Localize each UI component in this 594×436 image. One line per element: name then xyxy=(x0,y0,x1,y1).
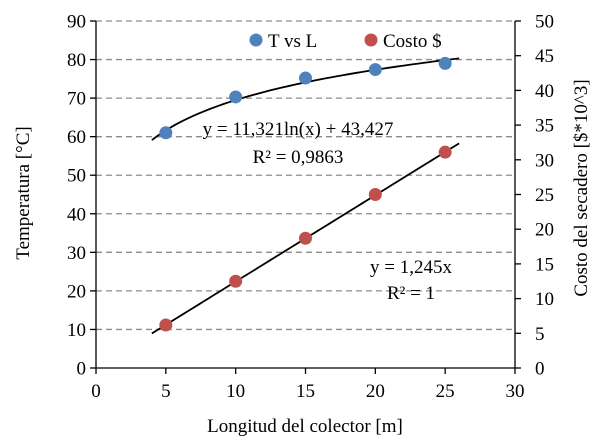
right-y-tick-label: 40 xyxy=(535,81,554,102)
legend-marker-temperature xyxy=(249,33,263,47)
x-tick-label: 15 xyxy=(296,381,315,402)
left-y-tick-label: 50 xyxy=(67,166,86,187)
right-y-tick-label: 15 xyxy=(535,254,554,275)
temperature-data-point xyxy=(368,63,382,77)
x-tick-label: 25 xyxy=(436,381,455,402)
legend: T vs L Costo $ xyxy=(249,31,442,52)
left-y-tick-label: 60 xyxy=(67,127,86,148)
legend-label-temperature: T vs L xyxy=(268,31,317,52)
costo-data-point xyxy=(229,274,243,288)
right-y-tick-label: 5 xyxy=(535,324,545,345)
log-trendline-r2: R² = 0,9863 xyxy=(253,147,344,168)
data-points xyxy=(159,56,452,332)
x-tick-label: 10 xyxy=(226,381,245,402)
x-tick-label: 0 xyxy=(91,381,101,402)
x-tick-label: 5 xyxy=(161,381,171,402)
linear-trendline-r2: R² = 1 xyxy=(387,283,435,304)
costo-data-point xyxy=(438,145,452,159)
left-y-tick-label: 90 xyxy=(67,12,86,33)
left-y-tick-label: 20 xyxy=(67,281,86,302)
left-y-tick-label: 80 xyxy=(67,50,86,71)
costo-data-point xyxy=(159,318,173,332)
costo-data-point xyxy=(368,188,382,201)
temperature-data-point xyxy=(229,90,243,104)
grid-lines xyxy=(96,20,515,331)
right-y-tick-label: 10 xyxy=(535,289,554,310)
linear-trendline-equation: y = 1,245x xyxy=(370,257,452,278)
left-y-axis-title: Temperatura [°C] xyxy=(13,126,34,259)
x-tick-label: 30 xyxy=(506,381,525,402)
temperature-data-point xyxy=(299,71,312,85)
left-y-tick-label: 10 xyxy=(67,320,86,341)
right-y-tick-label: 0 xyxy=(535,359,545,380)
legend-marker-costo xyxy=(364,33,378,47)
right-y-tick-label: 25 xyxy=(535,185,554,206)
temperature-data-point xyxy=(438,56,452,70)
left-y-tick-label: 70 xyxy=(67,89,86,110)
temperature-data-point xyxy=(159,126,173,140)
right-y-tick-label: 50 xyxy=(535,12,554,33)
left-y-tick-label: 40 xyxy=(67,204,86,225)
right-y-tick-label: 45 xyxy=(535,46,554,67)
left-y-tick-label: 0 xyxy=(77,359,87,380)
right-y-tick-label: 30 xyxy=(535,150,554,171)
axes: 0 5 10 15 20 25 30 0 10 20 30 40 50 60 70 80 90 0 5 10 15 20 2… xyxy=(67,12,554,403)
log-trendline-equation: y = 11,321ln(x) + 43,427 xyxy=(203,119,394,140)
legend-label-costo: Costo $ xyxy=(383,31,442,52)
x-axis-title: Longitud del colector [m] xyxy=(207,416,403,436)
x-tick-label: 20 xyxy=(366,381,385,402)
right-y-tick-label: 20 xyxy=(535,220,554,241)
costo-data-point xyxy=(299,231,312,245)
left-y-tick-label: 30 xyxy=(67,243,86,264)
right-y-axis-title: Costo del secadero [$*10^3] xyxy=(571,79,592,296)
right-y-tick-label: 35 xyxy=(535,116,554,137)
